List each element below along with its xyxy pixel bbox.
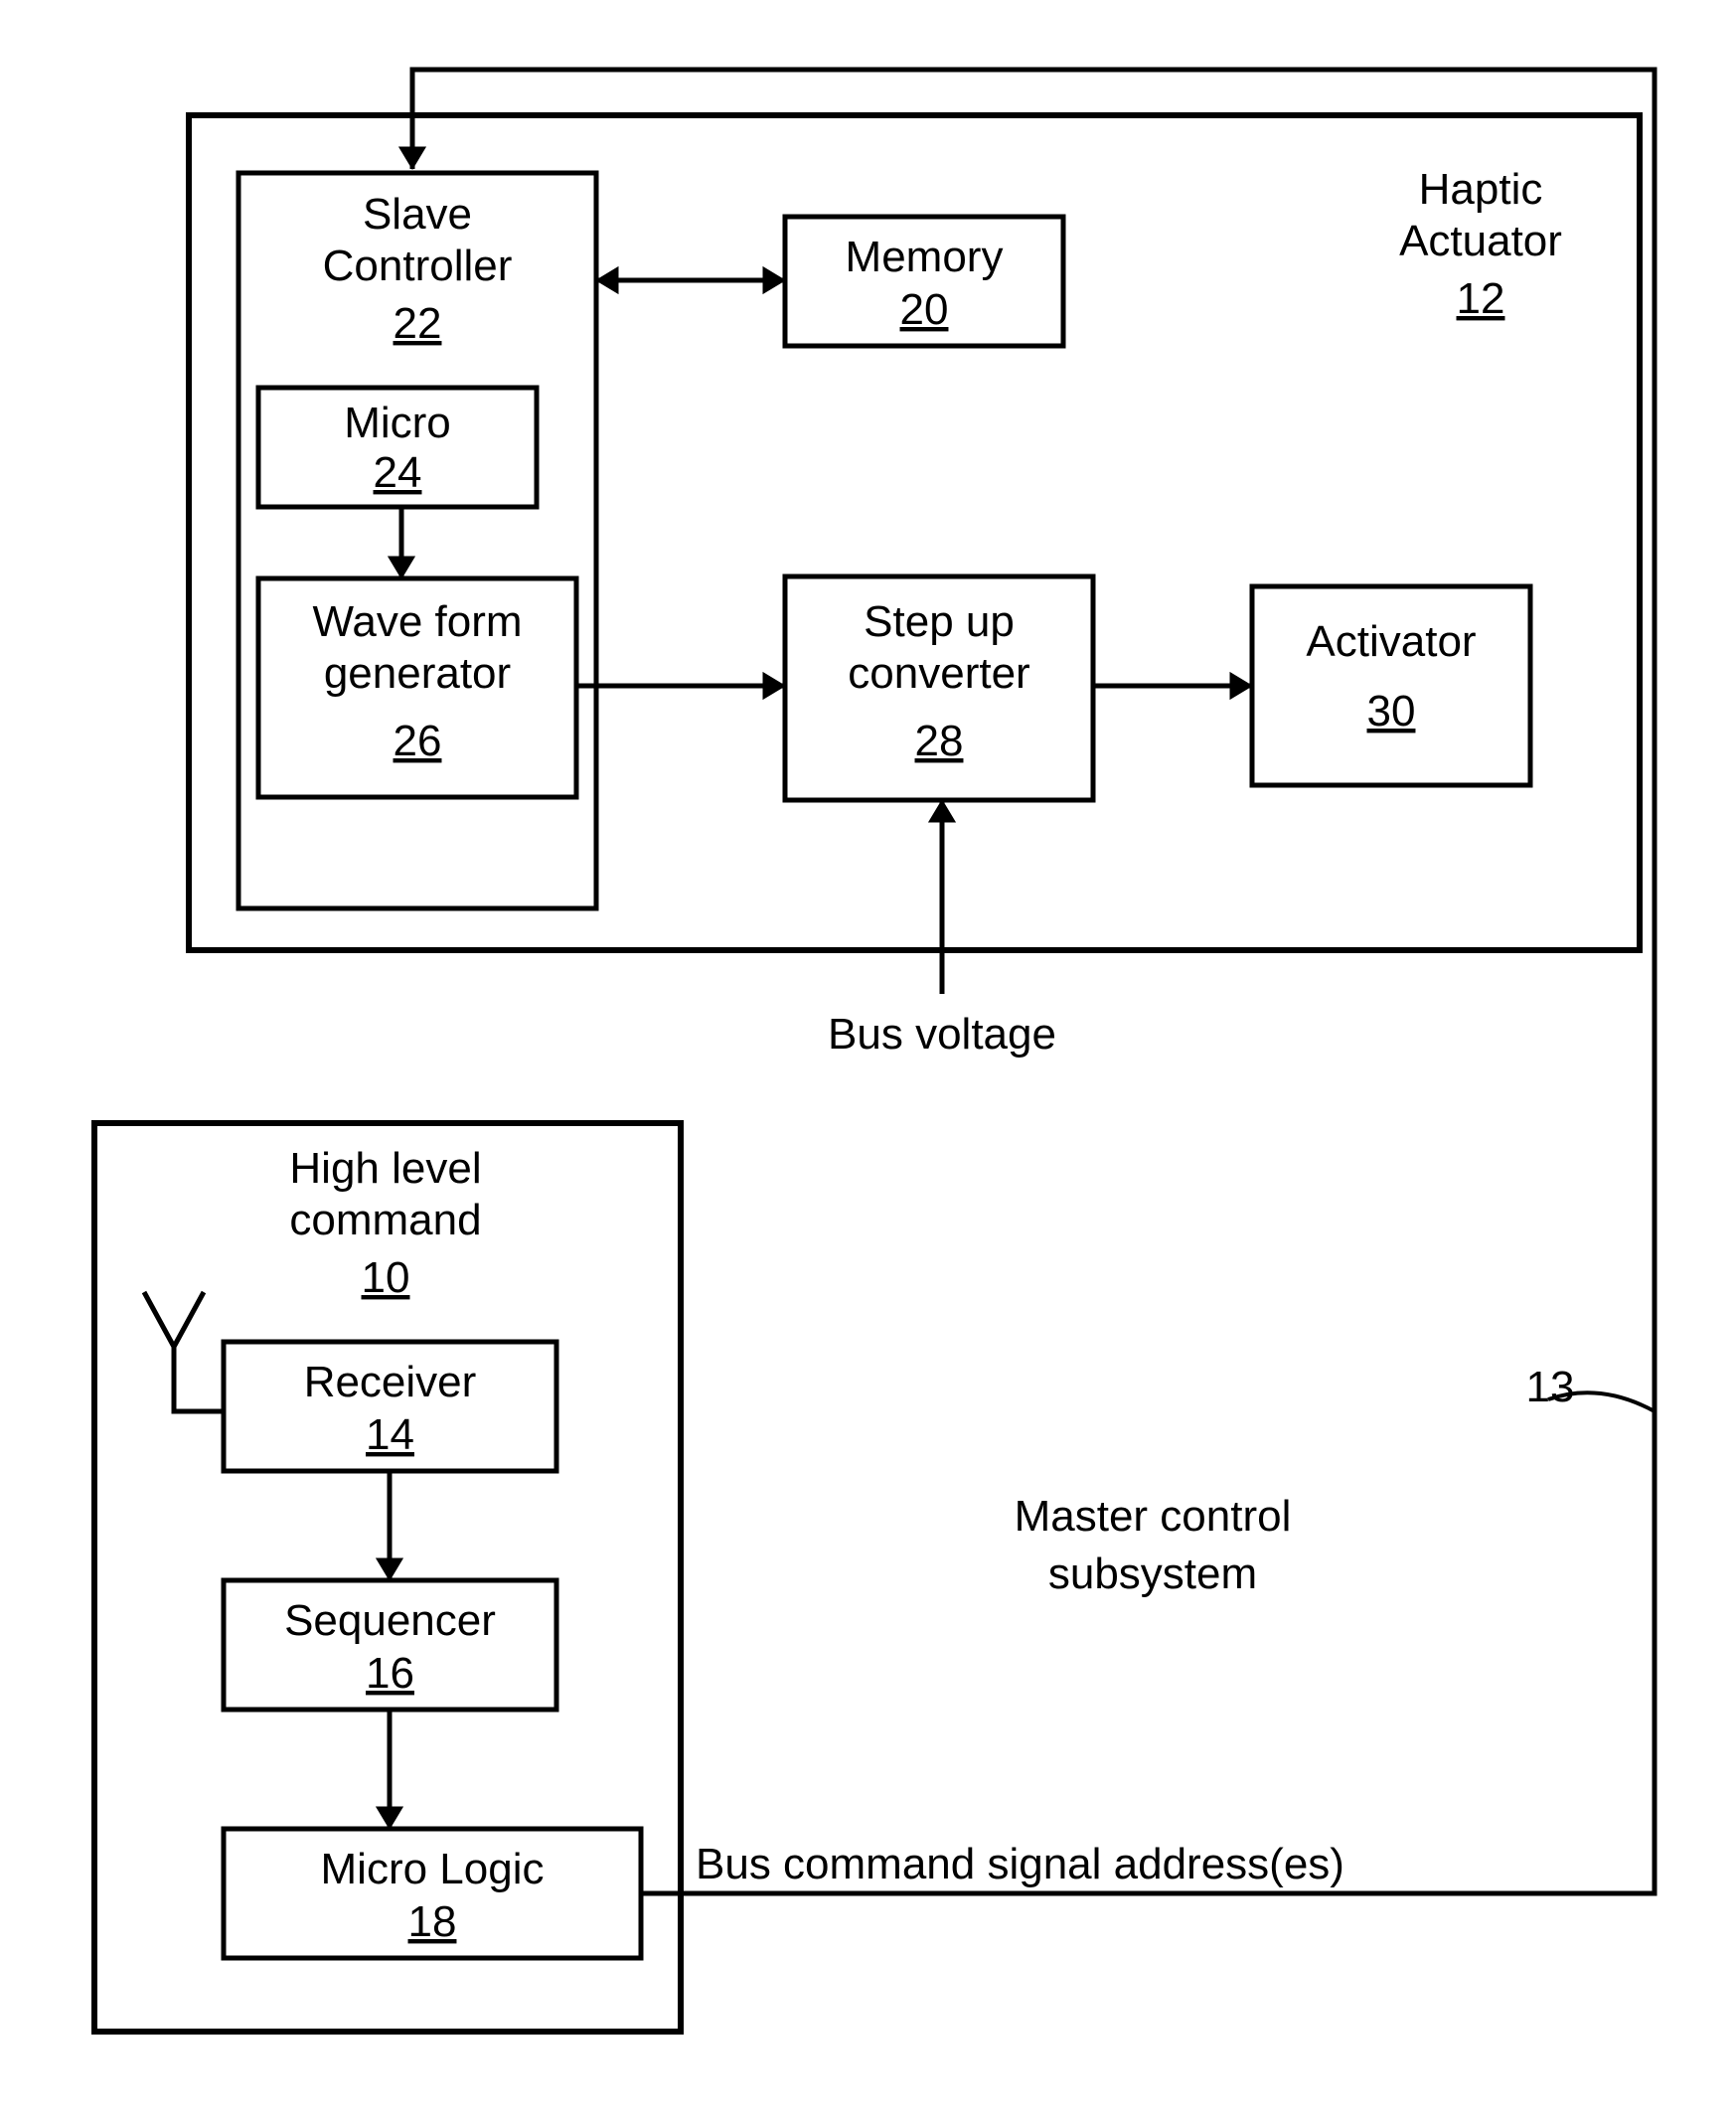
activator-ref: 30	[1367, 687, 1416, 735]
high-level-command-title: command	[289, 1196, 481, 1244]
slave-controller-title: Slave	[363, 190, 472, 239]
step-up-converter-label: Step up	[864, 597, 1015, 646]
haptic-actuator-title: Haptic	[1419, 165, 1543, 214]
high-level-command-ref: 10	[362, 1253, 410, 1302]
activator-label: Activator	[1306, 617, 1476, 666]
waveform-generator-label: Wave form	[312, 597, 522, 646]
sequencer-ref: 16	[366, 1649, 414, 1698]
master-control-subsystem-label: Master control	[1015, 1492, 1292, 1541]
memory-ref: 20	[900, 285, 949, 334]
micro-logic-label: Micro Logic	[321, 1845, 545, 1893]
sequencer-label: Sequencer	[284, 1596, 496, 1645]
memory-label: Memory	[846, 233, 1004, 281]
step-up-converter-label: converter	[848, 649, 1029, 698]
activator-box	[1252, 586, 1530, 785]
slave-controller-ref: 22	[394, 299, 442, 348]
receiver-ref: 14	[366, 1410, 414, 1459]
haptic-actuator-ref: 12	[1457, 274, 1505, 323]
micro-label: Micro	[344, 399, 451, 447]
high-level-command-title: High level	[289, 1144, 481, 1193]
master-control-subsystem-label: subsystem	[1048, 1550, 1257, 1598]
waveform-generator-label: generator	[324, 649, 511, 698]
haptic-actuator-title: Actuator	[1399, 217, 1562, 265]
slave-controller-title: Controller	[323, 242, 513, 290]
bus-voltage-label: Bus voltage	[828, 1010, 1056, 1059]
receiver-label: Receiver	[304, 1358, 477, 1406]
bus-command-signal-label: Bus command signal address(es)	[696, 1840, 1344, 1888]
micro-logic-ref: 18	[408, 1897, 457, 1946]
micro-ref: 24	[374, 448, 422, 497]
step-up-converter-ref: 28	[915, 717, 964, 765]
master-control-subsystem-ref: 13	[1526, 1363, 1575, 1411]
waveform-generator-ref: 26	[394, 717, 442, 765]
